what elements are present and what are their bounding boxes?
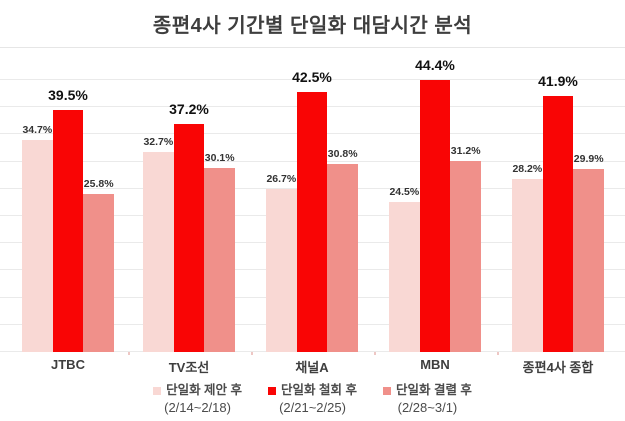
bar-value-label: 34.7% [22, 123, 53, 136]
legend-swatch [153, 386, 162, 395]
legend-series-period: (2/14~2/18) [164, 400, 231, 415]
bar-value-label: 24.5% [389, 186, 420, 199]
bar-value-label: 44.4% [415, 57, 455, 74]
bar [83, 194, 115, 352]
bar [173, 124, 205, 352]
legend-series-name: 단일화 결렬 후 [395, 383, 472, 397]
bar-value-label: 29.9% [573, 153, 604, 166]
bar [389, 202, 420, 352]
bar-group: 24.5% 44.4% 31.2% [389, 52, 482, 352]
bar-column: 44.4% [415, 52, 455, 352]
legend-name-row: 단일화 철회 후 [268, 383, 357, 398]
bar-value-label: 31.2% [450, 145, 481, 158]
bar [450, 161, 482, 352]
bar-column: 26.7% [266, 52, 297, 352]
bar-group: 32.7% 37.2% 30.1% [143, 52, 236, 352]
bar-column: 41.9% [538, 52, 578, 352]
bar-column: 25.8% [83, 52, 115, 352]
bar-value-label: 32.7% [143, 135, 174, 148]
bar [327, 163, 359, 352]
legend-series-name: 단일화 제안 후 [166, 383, 243, 397]
bar [52, 110, 84, 352]
bar-column: 34.7% [22, 52, 53, 352]
bar-group: 28.2% 41.9% 29.9% [512, 52, 605, 352]
bar [512, 179, 543, 352]
legend-series-period: (2/21~2/25) [279, 400, 346, 415]
bar-value-label: 30.8% [327, 147, 358, 160]
bar-value-label: 25.8% [83, 178, 114, 191]
bar-column: 32.7% [143, 52, 174, 352]
bar-column: 37.2% [169, 52, 209, 352]
legend-name-row: 단일화 결렬 후 [382, 383, 472, 398]
legend-item: 단일화 결렬 후 (2/28~3/1) [382, 383, 472, 417]
bar-value-label: 28.2% [512, 163, 543, 176]
bar-value-label: 41.9% [538, 72, 578, 89]
title-divider [0, 47, 625, 48]
x-axis-tick [128, 352, 130, 355]
bar-column: 30.8% [327, 52, 359, 352]
bar-column: 31.2% [450, 52, 482, 352]
legend-swatch [382, 386, 391, 395]
legend-series-period: (2/28~3/1) [397, 400, 458, 415]
x-axis-label: 채널A [295, 360, 329, 375]
x-axis-tick [251, 352, 253, 355]
legend-item: 단일화 철회 후 (2/21~2/25) [268, 383, 357, 417]
bar-column: 30.1% [204, 52, 236, 352]
bar-column: 42.5% [292, 52, 332, 352]
legend-name-row: 단일화 제안 후 [153, 383, 242, 398]
bar-column: 29.9% [573, 52, 605, 352]
bar-value-label: 39.5% [48, 87, 88, 104]
x-axis-label: MBN [420, 357, 450, 372]
bar-value-label: 37.2% [169, 101, 209, 118]
bar-value-label: 30.1% [204, 151, 235, 164]
x-axis-tick [497, 352, 499, 355]
bar [296, 91, 328, 352]
legend-swatch [268, 386, 277, 395]
bar [573, 169, 605, 352]
chart-title: 종편4사 기간별 단일화 대담시간 분석 [152, 15, 473, 37]
bar-group: 34.7% 39.5% 25.8% [22, 52, 115, 352]
bar-column: 39.5% [48, 52, 88, 352]
legend-series-name: 단일화 철회 후 [281, 383, 357, 397]
x-axis-label: JTBC [51, 357, 85, 372]
bar-value-label: 26.7% [266, 172, 297, 185]
plot-area: 34.7% 39.5% 25.8% 32.7% 37.2% 30.1% 26.7% 42.5%… [0, 52, 625, 355]
gridline [0, 79, 625, 80]
bar [143, 151, 174, 352]
x-axis-tick [374, 352, 376, 355]
bar-group: 26.7% 42.5% 30.8% [266, 52, 359, 352]
bar-column: 24.5% [389, 52, 420, 352]
bar [419, 80, 451, 352]
legend: 단일화 제안 후 (2/14~2/18) 단일화 철회 후 (2/21~2/25) 단일… [0, 383, 625, 417]
x-axis-label: 종편4사 종합 [522, 360, 594, 375]
bar [22, 139, 53, 352]
legend-item: 단일화 제안 후 (2/14~2/18) [153, 383, 242, 417]
bar-column: 28.2% [512, 52, 543, 352]
bar [204, 167, 236, 352]
bar [266, 188, 297, 352]
bar [542, 95, 574, 352]
bar-value-label: 42.5% [292, 68, 332, 85]
x-axis-label: TV조선 [168, 360, 210, 375]
